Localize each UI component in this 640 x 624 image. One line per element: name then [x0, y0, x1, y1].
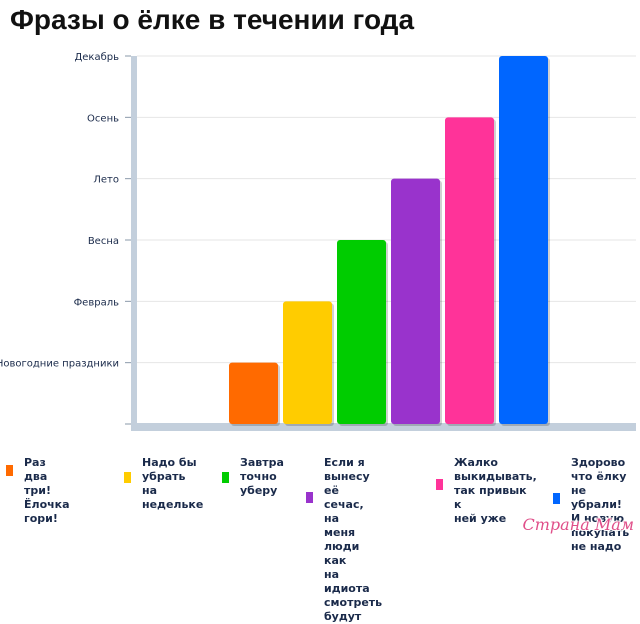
y-tick-label: Лето: [93, 175, 119, 186]
legend-label-line: Завтра: [240, 456, 284, 469]
bar: [283, 301, 332, 424]
legend-label-line: так привык к: [454, 484, 527, 511]
legend-label-line: будут: [324, 610, 362, 623]
y-axis-wall: [131, 56, 137, 425]
legend-label-line: И новую: [571, 512, 625, 525]
bar: [229, 362, 278, 424]
legend-label-line: смотреть: [324, 596, 383, 609]
bar: [499, 56, 548, 424]
y-tick-label: Осень: [87, 113, 119, 124]
legend-label: Жалко выкидывать, так привык к ней уже: [454, 456, 537, 526]
y-axis-ticks: Новогодние праздники Февраль Весна Лето Осен…: [0, 52, 131, 425]
legend-label-line: не надо: [571, 540, 622, 553]
bar: [445, 117, 494, 424]
legend-label-line: меня люди как: [324, 526, 360, 567]
legend-label-line: точно: [240, 470, 277, 483]
legend-label-line: Раз два три!: [24, 456, 51, 497]
legend-label-line: Здорово: [571, 456, 626, 469]
legend-label-line: не убрали!: [571, 484, 622, 511]
legend-swatch: [306, 492, 313, 503]
legend-label-line: выкидывать,: [454, 470, 537, 483]
legend-swatch: [436, 479, 443, 490]
y-tick-label: Весна: [88, 236, 119, 247]
x-axis-floor: [131, 423, 636, 431]
bars: [229, 56, 550, 426]
legend-label-line: Ёлочка гори!: [24, 498, 70, 525]
y-tick-label: Декабрь: [74, 52, 119, 63]
legend-swatch: [553, 493, 560, 504]
watermark: Страна Мам: [522, 515, 634, 534]
legend-label-line: уберу: [240, 484, 278, 497]
legend-label-line: Если я вынесу: [324, 456, 370, 483]
bar: [391, 178, 440, 424]
legend-label: Если я вынесу её сечас, на меня люди как на…: [324, 456, 382, 624]
legend-swatch: [6, 465, 13, 476]
legend-label: Раз два три! Ёлочка гори!: [24, 456, 70, 526]
legend-label: Завтра точно уберу: [240, 456, 284, 498]
legend-label: Надо бы убрать на недельке: [142, 456, 203, 512]
gridlines: [137, 55, 636, 364]
legend-label-line: недельке: [142, 498, 204, 511]
legend-label-line: убрать на: [142, 470, 186, 497]
legend-label: Здорово что ёлку не убрали! И новую покупать…: [571, 456, 629, 554]
bar-chart: Новогодние праздники Февраль Весна Лето Осен…: [0, 52, 636, 431]
legend-label-line: покупать: [571, 526, 630, 539]
y-tick-label: Новогодние праздники: [0, 359, 119, 370]
legend-label-line: её сечас, на: [324, 484, 364, 525]
legend-label-line: Жалко: [454, 456, 498, 469]
legend-label-line: на идиота: [324, 568, 370, 595]
chart-title: Фразы о ёлке в течении года: [10, 4, 415, 35]
legend-label-line: Надо бы: [142, 456, 197, 469]
legend-swatch: [124, 472, 131, 483]
legend-label-line: что ёлку: [571, 470, 627, 483]
y-tick-label: Февраль: [74, 297, 120, 308]
bar: [337, 240, 386, 424]
legend-label-line: ней уже: [454, 512, 507, 525]
legend-swatch: [222, 472, 229, 483]
